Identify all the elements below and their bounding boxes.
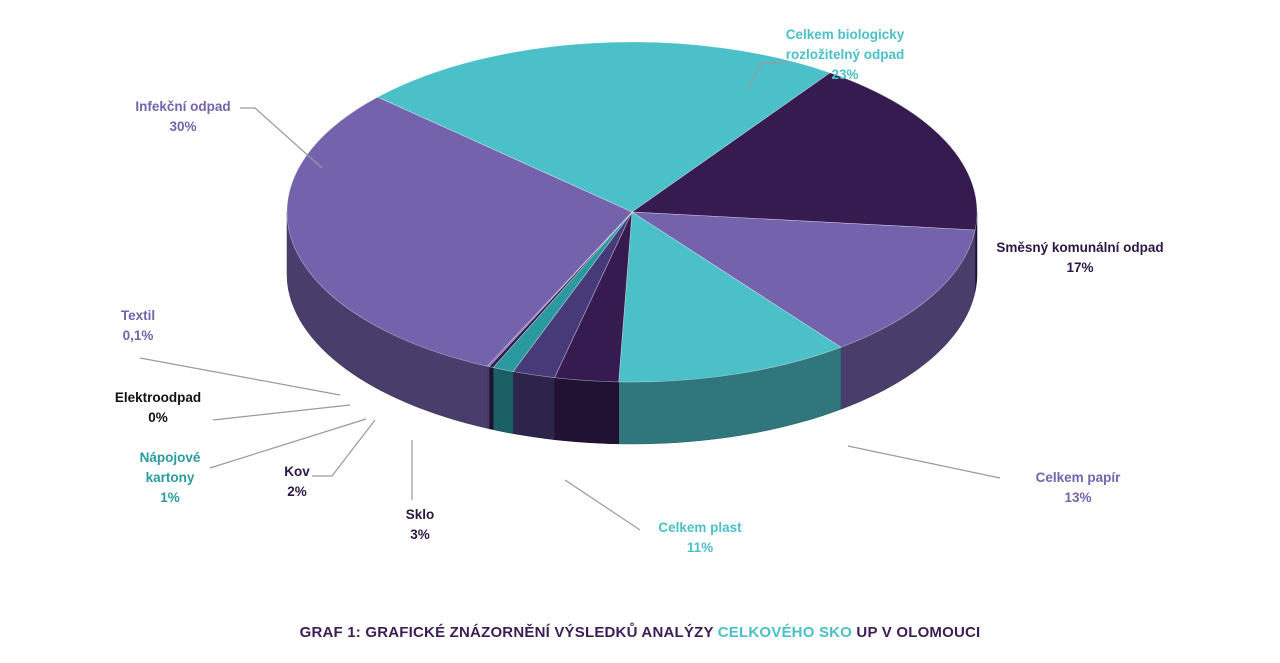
leader-lines [139,62,1001,531]
slice-percent: 1% [160,490,180,505]
pie-side-4 [554,377,619,445]
pie-chart [139,41,1001,531]
slice-label-6: Nápojové kartony 1% [140,448,201,508]
slice-percent: 17% [1066,260,1094,275]
slice-label-text: Sklo [405,507,435,522]
slice-label-4: Sklo 3% [406,505,435,545]
pie-top-faces [286,41,978,383]
figure-caption: GRAF 1: GRAFICKÉ ZNÁZORNĚNÍ VÝSLEDKŮ ANA… [0,624,1280,641]
slice-percent: 0,1% [122,328,154,343]
slice-label-0: Celkem biologicky rozložitelný odpad 23% [786,25,905,85]
slice-label-text: Celkem biologicky [785,27,905,42]
slice-percent: 30% [169,119,197,134]
leader-line-5 [312,419,376,477]
slice-label-9: Infekční odpad 30% [135,97,230,137]
pie-slice-3 [618,211,842,383]
slice-label-text: Elektroodpad [114,390,202,405]
slice-label-text: Směsný komunální odpad [996,240,1164,255]
slice-label-1: Směsný komunální odpad 17% [996,238,1163,278]
pie-chart-area: Celkem biologicky rozložitelný odpad 23% Sm… [115,25,1164,558]
leader-line-3 [564,479,641,531]
leader-line-2 [847,445,1001,479]
leader-line-0 [747,62,787,90]
slice-label-text: Kov [284,464,310,479]
leader-line-7 [212,404,351,421]
pie-side-5 [512,371,555,440]
pie-slice-1 [631,72,978,231]
slice-label-3: Celkem plast 11% [658,518,741,558]
pie-slice-2 [630,211,976,348]
caption-accent: CELKOVÉHO SKO [717,624,853,641]
slice-percent: 11% [686,540,714,555]
leader-line-9 [240,107,323,169]
slice-label-text: Textil [120,308,156,323]
pie-side-8 [486,365,490,430]
leader-line-8 [139,357,341,396]
pie-slice-0 [376,41,831,213]
slice-label-text: Infekční odpad [135,99,231,114]
leader-line-6 [209,418,367,469]
slice-label-text: Celkem papír [1035,470,1121,485]
pie-side-6 [492,367,514,434]
slice-label-text: Celkem plast [658,520,742,535]
pie-side-7 [488,366,494,430]
slice-percent: 2% [287,484,307,499]
caption-prefix-big: G [299,624,312,641]
slice-label-7: Elektroodpad 0% [115,388,201,428]
slice-label-text: Nápojové [139,450,201,465]
slice-label-8: Textil 0,1% [121,306,155,346]
pie-side-walls [286,211,978,445]
caption-suffix: UP V OLOMOUCI [852,624,981,641]
slice-percent: 0% [148,410,168,425]
slice-percent: 23% [831,67,859,82]
slice-percent: 3% [410,527,430,542]
slice-label-2: Celkem papír 13% [1036,468,1121,508]
pie-slice-9 [286,96,633,367]
caption-prefix-small: RAF [311,624,343,641]
slice-label-text: kartony [145,470,195,485]
caption-main: 1: GRAFICKÉ ZNÁZORNĚNÍ VÝSLEDKŮ ANALÝZY [342,624,718,641]
slice-percent: 13% [1064,490,1092,505]
slice-label-text: rozložitelný odpad [785,47,905,62]
slice-label-5: Kov 2% [284,462,310,502]
